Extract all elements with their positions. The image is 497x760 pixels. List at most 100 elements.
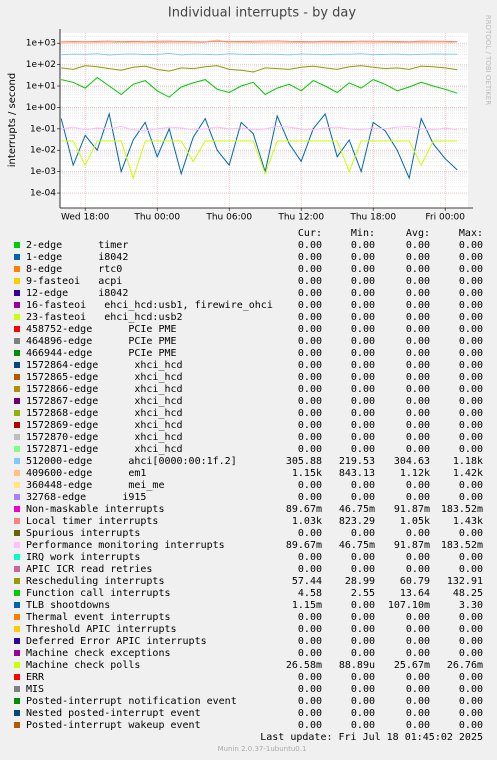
legend-value: 0.00 [351,696,375,707]
legend-swatch [14,458,20,464]
x-tick-label: Thu 18:00 [349,213,396,223]
legend-value: 0.00 [351,552,375,563]
legend-value: 0.00 [459,672,483,683]
legend-value: 0.00 [351,492,375,503]
legend-swatch [14,626,20,632]
legend-label: Machine check polls [26,660,140,671]
legend-value: 1.15m [292,600,322,611]
legend-swatch [14,422,20,428]
legend-label: 512000-edge ahci[0000:00:1f.2] [26,456,237,467]
legend-value: 0.00 [351,300,375,311]
legend-swatch [14,242,20,248]
legend-value: 0.00 [351,312,375,323]
legend-value: 0.00 [298,360,322,371]
series-line [61,40,458,43]
legend-value: 0.00 [459,312,483,323]
legend-value: 305.88 [286,456,322,467]
legend-value: 0.00 [351,444,375,455]
legend-value: 0.00 [459,264,483,275]
legend-value: 0.00 [406,300,430,311]
legend-value: 0.00 [459,252,483,263]
legend-value: 0.00 [459,492,483,503]
legend-value: 0.00 [351,324,375,335]
legend-label: 1572867-edge xhci_hcd [26,396,183,407]
legend-value: 0.00 [298,672,322,683]
legend-value: 183.52m [441,504,483,515]
legend-label: 1572871-edge xhci_hcd [26,444,183,455]
y-tick-label: 1e-01 [30,124,56,134]
legend-label: Nested posted-interrupt event [26,708,201,719]
column-header: Min: [351,228,375,239]
legend-label: Deferred Error APIC interrupts [26,636,207,647]
legend-value: 26.58m [286,660,322,671]
legend-label: ERR [26,672,45,683]
legend-label: Posted-interrupt wakeup event [26,720,201,731]
legend-value: 0.00 [459,636,483,647]
legend-value: 0.00 [459,708,483,719]
legend-value: 0.00 [459,384,483,395]
legend-value: 0.00 [298,384,322,395]
legend-value: 107.10m [388,600,430,611]
legend-label: 1572869-edge xhci_hcd [26,420,183,431]
legend-value: 0.00 [351,372,375,383]
column-header: Cur: [298,228,322,239]
series-line [61,39,458,44]
legend-value: 0.00 [351,384,375,395]
legend-value: 0.00 [459,684,483,695]
legend-swatch [14,674,20,680]
legend-value: 0.00 [298,300,322,311]
legend-value: 0.00 [298,336,322,347]
legend-value: 0.00 [298,444,322,455]
legend-value: 823.29 [339,516,375,527]
legend-value: 0.00 [298,528,322,539]
legend-swatch [14,554,20,560]
legend-value: 88.89u [339,660,375,671]
legend-swatch [14,374,20,380]
column-header: Avg: [406,228,430,239]
legend-value: 0.00 [351,252,375,263]
legend-value: 219.53 [339,456,375,467]
legend-value: 0.00 [406,672,430,683]
legend-swatch [14,518,20,524]
legend-label: 9-fasteoi acpi [26,276,122,287]
x-tick-label: Thu 00:00 [133,213,180,223]
legend-value: 843.13 [339,468,375,479]
legend-swatch [14,434,20,440]
lines [60,39,458,180]
legend-value: 1.42k [453,468,483,479]
legend-value: 0.00 [298,252,322,263]
legend-value: 0.00 [459,720,483,731]
legend: Cur: Min: Avg: Max:2-edge timer 0.00 0.00 0.00… [14,228,483,731]
legend-value: 0.00 [459,552,483,563]
legend-value: 0.00 [459,696,483,707]
legend-swatch [14,410,20,416]
legend-value: 0.00 [351,336,375,347]
legend-label: Local timer interrupts [26,516,158,527]
legend-value: 0.00 [298,348,322,359]
legend-value: 0.00 [406,312,430,323]
legend-label: 1572868-edge xhci_hcd [26,408,183,419]
legend-value: 0.00 [298,240,322,251]
legend-value: 132.91 [447,576,483,587]
legend-label: 1572870-edge xhci_hcd [26,432,183,443]
legend-value: 0.00 [351,408,375,419]
legend-value: 0.00 [351,432,375,443]
legend-swatch [14,338,20,344]
legend-label: 1572865-edge xhci_hcd [26,372,183,383]
legend-value: 0.00 [351,672,375,683]
legend-value: 0.00 [406,360,430,371]
legend-value: 3.30 [459,600,483,611]
series-line [61,140,458,180]
legend-value: 0.00 [351,600,375,611]
legend-value: 0.00 [298,372,322,383]
legend-value: 0.00 [298,624,322,635]
legend-value: 0.00 [351,264,375,275]
legend-swatch [14,650,20,656]
legend-label: Rescheduling interrupts [26,576,164,587]
legend-value: 26.76m [447,660,483,671]
legend-value: 0.00 [406,324,430,335]
legend-label: Performance monitoring interrupts [26,540,225,551]
legend-label: 8-edge rtc0 [26,264,122,275]
legend-value: 0.00 [298,720,322,731]
legend-value: 0.00 [406,720,430,731]
